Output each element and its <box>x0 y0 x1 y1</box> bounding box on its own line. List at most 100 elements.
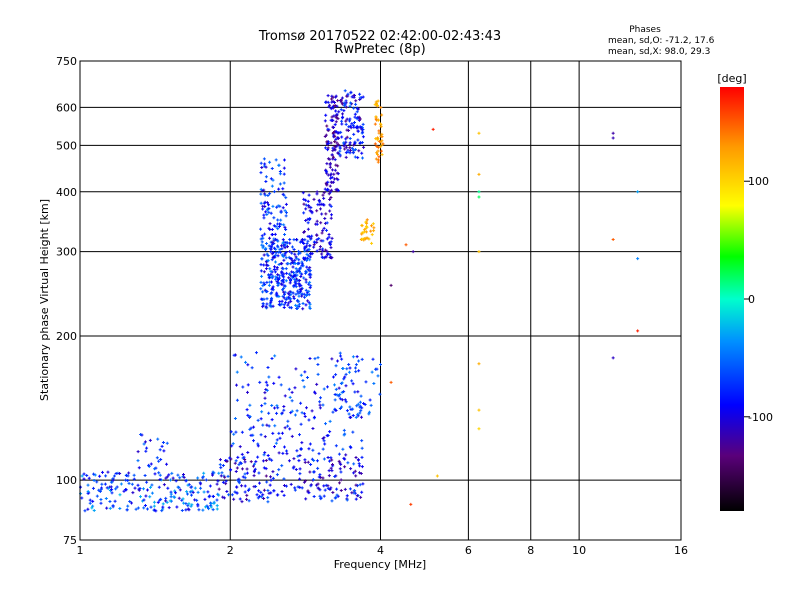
data-point <box>294 467 298 471</box>
data-point <box>259 263 263 267</box>
data-point <box>282 193 286 197</box>
data-point <box>282 290 286 294</box>
data-point <box>196 476 200 480</box>
data-point <box>184 508 188 512</box>
data-point <box>144 494 148 498</box>
data-point <box>309 252 313 256</box>
data-point <box>269 272 273 276</box>
data-point <box>239 355 243 359</box>
data-point <box>300 287 304 291</box>
data-point <box>373 103 377 107</box>
data-point <box>99 497 103 501</box>
data-point <box>359 409 363 413</box>
data-point <box>202 471 206 475</box>
data-point <box>182 475 186 479</box>
data-point <box>85 473 89 477</box>
data-point <box>275 293 279 297</box>
data-point <box>203 497 207 501</box>
data-point <box>293 486 297 490</box>
data-point <box>130 482 134 486</box>
data-point <box>302 385 306 389</box>
data-point <box>137 466 141 470</box>
data-point <box>253 467 257 471</box>
data-point <box>276 254 280 258</box>
data-point <box>280 244 284 248</box>
data-point <box>259 287 263 291</box>
data-point <box>328 488 332 492</box>
data-point <box>293 488 297 492</box>
data-point <box>282 284 286 288</box>
data-point <box>207 507 211 511</box>
data-point <box>344 122 348 126</box>
data-point <box>298 433 302 437</box>
data-point <box>290 251 294 255</box>
data-point <box>284 298 288 302</box>
data-point <box>142 487 146 491</box>
data-point <box>215 498 219 502</box>
data-point <box>284 256 288 260</box>
data-point <box>350 491 354 495</box>
data-point <box>277 263 281 267</box>
data-point <box>315 233 319 237</box>
data-point <box>373 122 377 126</box>
data-point <box>360 455 364 459</box>
data-point <box>293 252 297 256</box>
data-point <box>367 412 371 416</box>
data-point <box>340 398 344 402</box>
data-point <box>119 482 123 486</box>
data-point <box>270 291 274 295</box>
data-point <box>335 493 339 497</box>
data-point <box>301 301 305 305</box>
data-point <box>285 296 289 300</box>
data-point <box>376 103 380 107</box>
data-point <box>310 210 314 214</box>
data-point <box>184 479 188 483</box>
data-point <box>265 260 269 264</box>
data-point <box>153 508 157 512</box>
data-point <box>88 498 92 502</box>
data-point <box>249 460 253 464</box>
data-point <box>111 505 115 509</box>
data-point <box>290 390 294 394</box>
data-point <box>165 441 169 445</box>
data-point <box>322 484 326 488</box>
data-point <box>159 458 163 462</box>
data-point <box>282 306 286 310</box>
data-point <box>352 148 356 152</box>
data-point <box>331 490 335 494</box>
data-point <box>177 486 181 490</box>
data-point <box>263 193 267 197</box>
data-point <box>276 204 280 208</box>
data-point <box>304 203 308 207</box>
data-point <box>294 303 298 307</box>
data-point <box>365 218 369 222</box>
data-point <box>344 137 348 141</box>
data-point <box>219 466 223 470</box>
data-point <box>273 406 277 410</box>
data-point <box>353 390 357 394</box>
data-point <box>336 143 340 147</box>
data-point <box>88 501 92 505</box>
data-point <box>284 211 288 215</box>
data-point <box>325 385 329 389</box>
data-point <box>98 490 102 494</box>
data-point <box>130 501 134 505</box>
data-point <box>287 387 291 391</box>
data-point <box>93 473 97 477</box>
data-point <box>152 500 156 504</box>
data-point <box>284 202 288 206</box>
data-point <box>341 447 345 451</box>
data-point <box>336 188 340 192</box>
data-point <box>308 357 312 361</box>
data-point <box>282 477 286 481</box>
data-point <box>296 454 300 458</box>
data-point <box>262 201 266 205</box>
data-point <box>611 136 615 140</box>
data-point <box>339 98 343 102</box>
data-point <box>354 483 358 487</box>
data-point <box>344 105 348 109</box>
data-point <box>358 411 362 415</box>
data-point <box>298 477 302 481</box>
data-point <box>374 157 378 161</box>
data-point <box>287 301 291 305</box>
